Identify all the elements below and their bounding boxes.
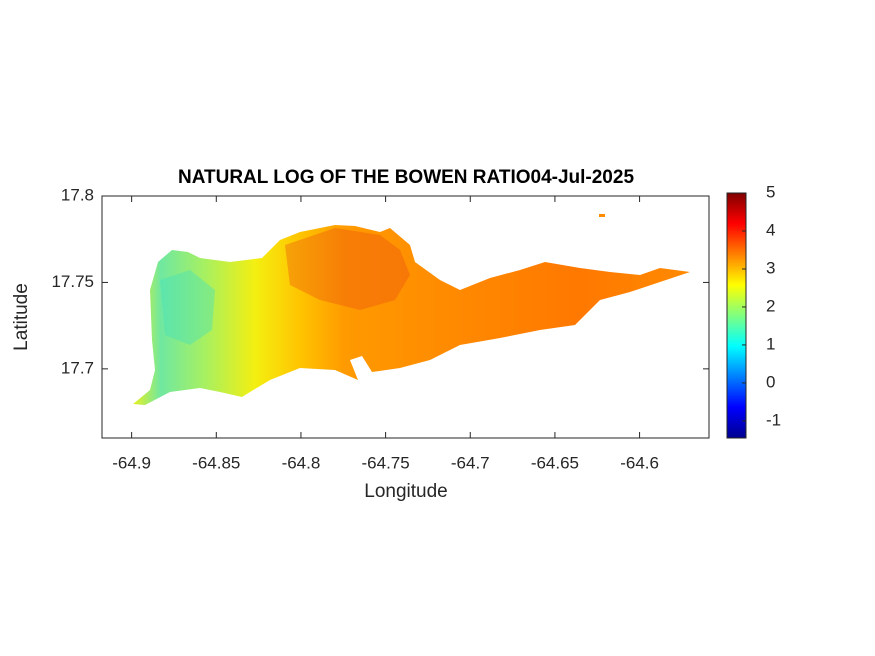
colorbar-tick-label: 0	[766, 372, 775, 391]
y-tick-label: 17.8	[61, 185, 94, 204]
islet	[599, 214, 605, 217]
colorbar-tick-label: 5	[766, 182, 775, 201]
island-raster	[133, 225, 690, 405]
colorbar-tick-label: -1	[766, 410, 781, 429]
x-tick-label: -64.8	[282, 453, 321, 472]
x-tick-label: -64.85	[192, 453, 240, 472]
x-tick-label: -64.9	[112, 453, 151, 472]
island-hot-zone	[285, 228, 410, 310]
x-axis-label: Longitude	[364, 481, 447, 502]
x-tick-label: -64.6	[620, 453, 659, 472]
x-tick-label: -64.65	[531, 453, 579, 472]
colorbar-tick-label: 3	[766, 258, 775, 277]
island-cool-zone	[160, 270, 215, 345]
colorbar	[726, 192, 747, 439]
x-tick-label: -64.7	[451, 453, 490, 472]
colorbar-tick-label: 2	[766, 296, 775, 315]
colorbar-tick-label: 4	[766, 220, 775, 239]
axes-box	[101, 195, 710, 439]
x-tick-label: -64.75	[362, 453, 410, 472]
y-tick-label: 17.7	[61, 358, 94, 377]
y-tick-label: 17.75	[51, 272, 94, 291]
y-axis-label: Latitude	[11, 283, 32, 351]
chart-title: NATURAL LOG OF THE BOWEN RATIO04-Jul-202…	[178, 167, 634, 188]
colorbar-tick-label: 1	[766, 334, 775, 353]
